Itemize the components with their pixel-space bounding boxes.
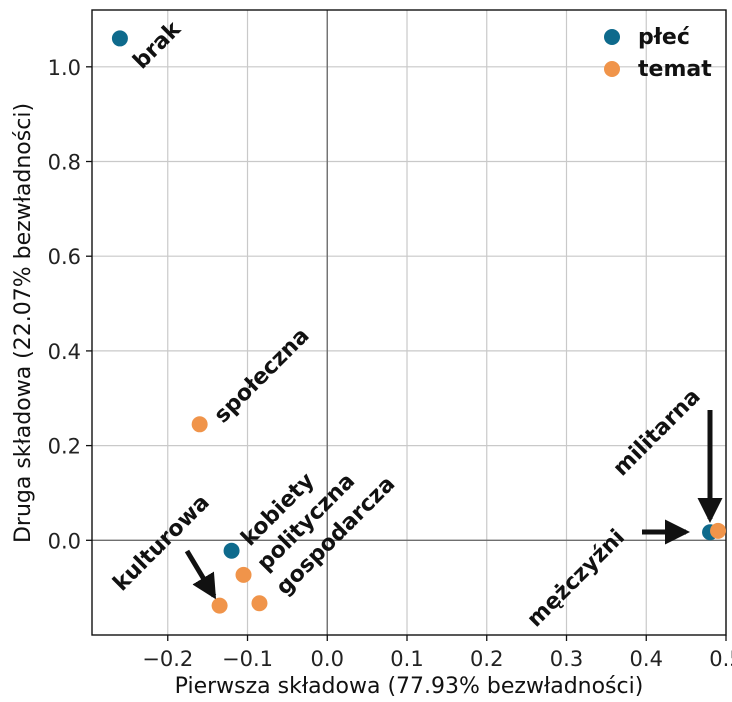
data-point bbox=[111, 30, 128, 47]
data-point bbox=[710, 522, 727, 539]
y-tick-label: 0.2 bbox=[48, 435, 81, 459]
x-tick-label: 0.0 bbox=[311, 647, 344, 671]
plot-frame bbox=[91, 9, 727, 636]
point-label-brak: brak bbox=[129, 16, 187, 74]
y-axis-label: Druga składowa (22.07% bezwładności) bbox=[11, 103, 36, 543]
legend-marker-temat bbox=[604, 61, 620, 77]
legend-label-plec: płeć bbox=[638, 25, 690, 50]
grid-lines bbox=[92, 10, 727, 635]
zero-lines bbox=[92, 10, 726, 635]
x-tick-label: 0.2 bbox=[470, 647, 503, 671]
annotation-arrows bbox=[184, 410, 723, 600]
point-label-spoleczna: społeczna bbox=[210, 323, 315, 428]
data-point bbox=[235, 566, 252, 583]
x-tick-label: 0.4 bbox=[630, 647, 663, 671]
x-tick-label: −0.1 bbox=[222, 647, 273, 671]
x-tick-label: 0.3 bbox=[550, 647, 583, 671]
y-tick-label: 0.0 bbox=[48, 529, 81, 553]
point-label-militarna: militarna bbox=[609, 384, 706, 481]
data-point bbox=[211, 597, 228, 614]
y-axis-ticks: 0.0 0.2 0.4 0.6 0.8 1.0 bbox=[48, 56, 92, 553]
y-tick-label: 0.4 bbox=[48, 340, 81, 364]
x-tick-label: 0.1 bbox=[390, 647, 423, 671]
data-point bbox=[191, 416, 208, 433]
x-tick-label: 0.5 bbox=[709, 647, 732, 671]
legend: płeć temat bbox=[604, 25, 712, 82]
y-tick-label: 1.0 bbox=[48, 56, 81, 80]
legend-marker-plec bbox=[604, 29, 620, 45]
arrow-kulturowa bbox=[184, 549, 217, 600]
data-points bbox=[111, 30, 727, 614]
data-point bbox=[251, 595, 268, 612]
x-axis-ticks: −0.2 −0.1 0.0 0.1 0.2 0.3 0.4 0.5 bbox=[142, 635, 732, 671]
y-tick-label: 0.8 bbox=[48, 151, 81, 175]
legend-label-temat: temat bbox=[638, 57, 712, 82]
x-tick-label: −0.2 bbox=[142, 647, 193, 671]
y-tick-label: 0.6 bbox=[48, 245, 81, 269]
point-label-kulturowa: kulturowa bbox=[109, 490, 215, 596]
x-axis-label: Pierwsza składowa (77.93% bezwładności) bbox=[175, 674, 644, 699]
data-point bbox=[223, 542, 240, 559]
